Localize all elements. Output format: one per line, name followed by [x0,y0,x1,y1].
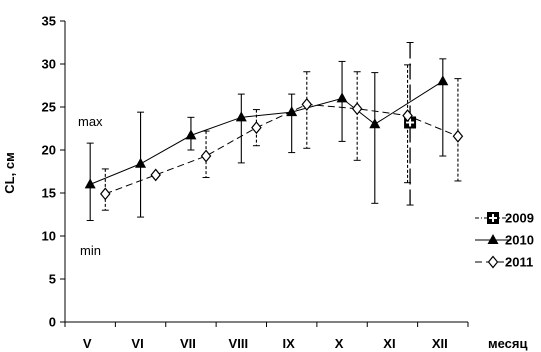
data-point-diamond [452,129,464,143]
data-point-diamond [251,121,262,135]
data-point-triangle [437,75,449,86]
y-tick-label: 30 [42,57,56,72]
axes: 0 5 10 15 20 25 30 35 V VI VII VIII IX X XI XII [42,14,469,351]
data-point-triangle [286,106,298,117]
data-point-diamond [487,255,499,269]
data-point-square-cross [489,214,497,222]
y-tick-label: 20 [42,143,56,158]
data-point-triangle [235,111,247,122]
whiskers [86,42,462,222]
legend-label-2009: 2009 [505,211,534,226]
legend-label-2010: 2010 [505,233,534,248]
y-tick-label: 5 [49,272,56,287]
series-lines [89,80,459,195]
data-point-diamond [200,149,212,163]
data-point-diamond [150,168,161,182]
data-point-triangle [487,234,499,244]
y-tick-label: 0 [49,315,56,330]
x-tick-label: XI [383,336,395,351]
y-tick-label: 15 [42,186,56,201]
data-point-triangle [185,129,197,140]
series-line-2010 [89,80,444,185]
x-tick-label: VI [131,336,143,351]
max-annotation: max [78,114,103,129]
x-tick-label: VII [180,336,196,351]
y-tick-label: 35 [42,14,56,29]
y-tick-label: 10 [42,229,56,244]
legend: 2009 2010 2011 [475,211,534,270]
y-tick-label: 25 [42,100,56,115]
data-point-triangle [336,92,348,103]
x-tick-label: X [335,336,344,351]
min-annotation: min [80,243,101,258]
data-point-diamond [100,187,111,201]
data-point-diamond [402,109,413,123]
data-point-diamond [351,102,363,116]
series-line-2011 [105,103,459,195]
x-axis-label: месяц [488,336,527,351]
y-axis-label: CL, см [2,152,17,193]
data-point-triangle [135,157,147,168]
x-tick-label: XII [432,336,448,351]
x-tick-label: VIII [229,336,249,351]
series-markers [84,75,464,201]
data-point-triangle [84,178,96,189]
data-point-triangle [369,118,381,129]
legend-label-2011: 2011 [505,255,533,270]
x-tick-label: V [83,336,92,351]
x-tick-label: IX [283,336,296,351]
data-point-diamond [301,97,313,111]
data-point-square-cross [406,118,415,127]
